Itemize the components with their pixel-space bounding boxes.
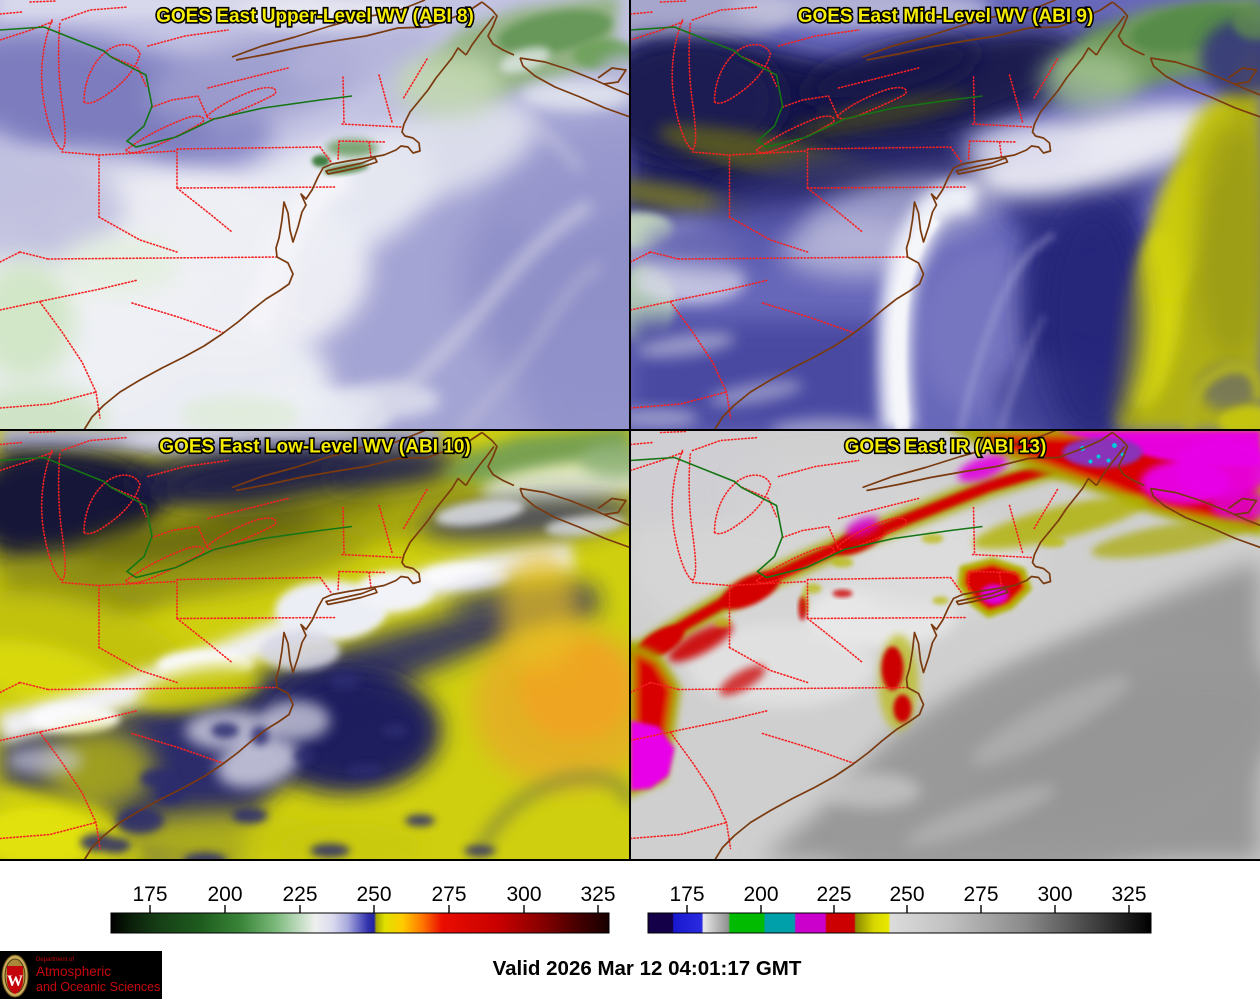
svg-text:GOES East Low-Level WV (ABI 10: GOES East Low-Level WV (ABI 10) [159, 437, 470, 458]
svg-text:and Oceanic Sciences: and Oceanic Sciences [36, 980, 160, 994]
svg-text:300: 300 [506, 883, 541, 906]
svg-text:300: 300 [1037, 883, 1072, 906]
svg-text:Valid 2026 Mar 12 04:01:17 GMT: Valid 2026 Mar 12 04:01:17 GMT [493, 957, 802, 980]
svg-text:GOES East Upper-Level WV (ABI: GOES East Upper-Level WV (ABI 8) [156, 6, 474, 27]
svg-text:225: 225 [282, 883, 317, 906]
svg-text:200: 200 [207, 883, 242, 906]
svg-text:325: 325 [1111, 883, 1146, 906]
svg-text:Atmospheric: Atmospheric [36, 964, 111, 979]
svg-text:Department of: Department of [36, 957, 74, 963]
svg-text:GOES East IR (ABI 13): GOES East IR (ABI 13) [845, 437, 1047, 458]
svg-text:175: 175 [132, 883, 167, 906]
svg-text:225: 225 [816, 883, 851, 906]
svg-text:275: 275 [963, 883, 998, 906]
svg-text:GOES East Mid-Level WV (ABI 9): GOES East Mid-Level WV (ABI 9) [798, 6, 1094, 27]
svg-text:W: W [7, 973, 23, 990]
svg-text:200: 200 [743, 883, 778, 906]
svg-text:175: 175 [669, 883, 704, 906]
svg-text:250: 250 [889, 883, 924, 906]
svg-text:250: 250 [356, 883, 391, 906]
svg-text:275: 275 [431, 883, 466, 906]
svg-text:325: 325 [580, 883, 615, 906]
